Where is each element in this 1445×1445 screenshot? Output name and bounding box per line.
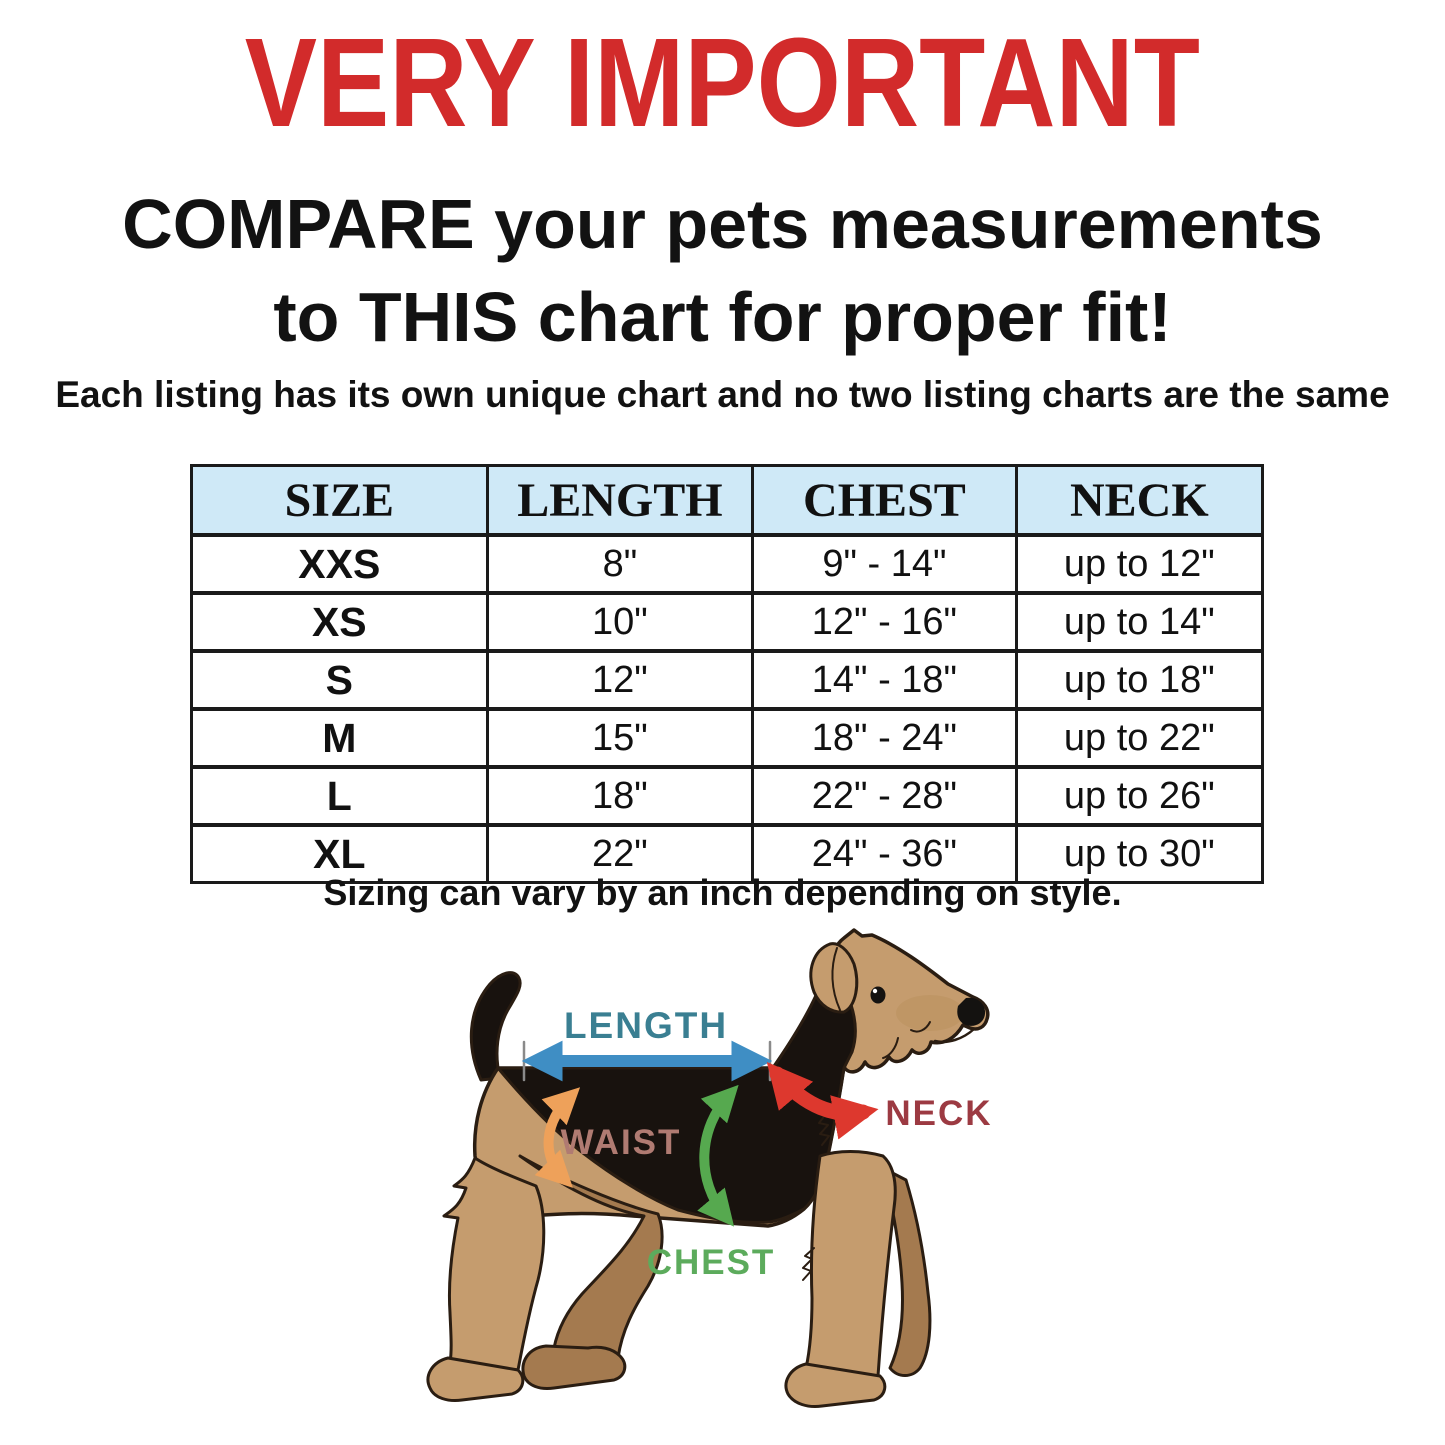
neck-cell: up to 22" [1014,707,1265,769]
table-row-xxs: XXS 8" 9" - 14" up to 12" [190,533,1265,595]
column-header-size: SIZE [190,464,489,537]
size-cell: XXS [190,533,489,595]
table-row-m: M 15" 18" - 24" up to 22" [190,707,1265,769]
length-cell: 18" [485,765,755,827]
dog-measurement-diagram: LENGTH WAIST NECK CHEST [426,928,992,1408]
chest-label: CHEST [647,1243,776,1282]
neck-cell: up to 30" [1014,823,1265,884]
size-cell: XS [190,591,489,653]
compare-heading-line2: to THIS chart for proper fit! [273,278,1172,356]
chest-cell: 9" - 14" [751,533,1018,595]
very-important-title-text: VERY IMPORTANT [244,12,1201,153]
sizing-note: Sizing can vary by an inch depending on … [323,872,1122,913]
waist-label: WAIST [561,1123,682,1162]
neck-cell: up to 26" [1014,765,1265,827]
unique-chart-subheading: Each listing has its own unique chart an… [55,374,1390,415]
compare-heading-line1: COMPARE your pets measurements [122,185,1323,263]
neck-cell: up to 12" [1014,533,1265,595]
chest-cell: 24" - 36" [751,823,1018,884]
size-cell: XL [190,823,489,884]
dog-near-rear-leg [426,1156,546,1402]
length-cell: 10" [485,591,755,653]
column-header-chest: CHEST [751,464,1018,537]
chest-arrow [697,1084,739,1227]
neck-arrow [766,1062,879,1140]
very-important-title: VERY IMPORTANT [0,20,1445,146]
dog-muzzle-shade [896,995,964,1031]
dog-near-front-leg [784,1150,897,1408]
chest-cell: 22" - 28" [751,765,1018,827]
chest-cell: 12" - 16" [751,591,1018,653]
length-cell: 15" [485,707,755,769]
table-row-xs: XS 10" 12" - 16" up to 14" [190,591,1265,653]
table-row-l: L 18" 22" - 28" up to 26" [190,765,1265,827]
dog-ear [809,942,859,1014]
length-label: LENGTH [564,1005,728,1046]
dog-illustration: LENGTH WAIST NECK CHEST [426,928,992,1408]
size-chart-table: SIZE LENGTH CHEST NECK XXS 8" 9" - 14" u… [190,464,1265,884]
length-cell: 22" [485,823,755,884]
chest-cell: 14" - 18" [751,649,1018,711]
size-chart-header-row: SIZE LENGTH CHEST NECK [190,464,1265,537]
dog-far-front-leg [881,1166,932,1377]
neck-cell: up to 18" [1014,649,1265,711]
table-row-s: S 12" 14" - 18" up to 18" [190,649,1265,711]
neck-label: NECK [885,1094,992,1133]
waist-arrow [534,1087,581,1188]
column-header-neck: NECK [1014,464,1265,537]
table-row-xl: XL 22" 24" - 36" up to 30" [190,823,1265,884]
dog-nose [957,997,986,1026]
length-cell: 12" [485,649,755,711]
column-header-length: LENGTH [485,464,755,537]
compare-heading: COMPARE your pets measurements to THIS c… [0,178,1445,364]
length-cell: 8" [485,533,755,595]
chest-cell: 18" - 24" [751,707,1018,769]
neck-cell: up to 14" [1014,591,1265,653]
size-cell: L [190,765,489,827]
size-cell: S [190,649,489,711]
dog-eye [870,986,886,1004]
size-cell: M [190,707,489,769]
dog-tail [469,971,522,1082]
dog-far-rear-leg [518,1154,664,1390]
